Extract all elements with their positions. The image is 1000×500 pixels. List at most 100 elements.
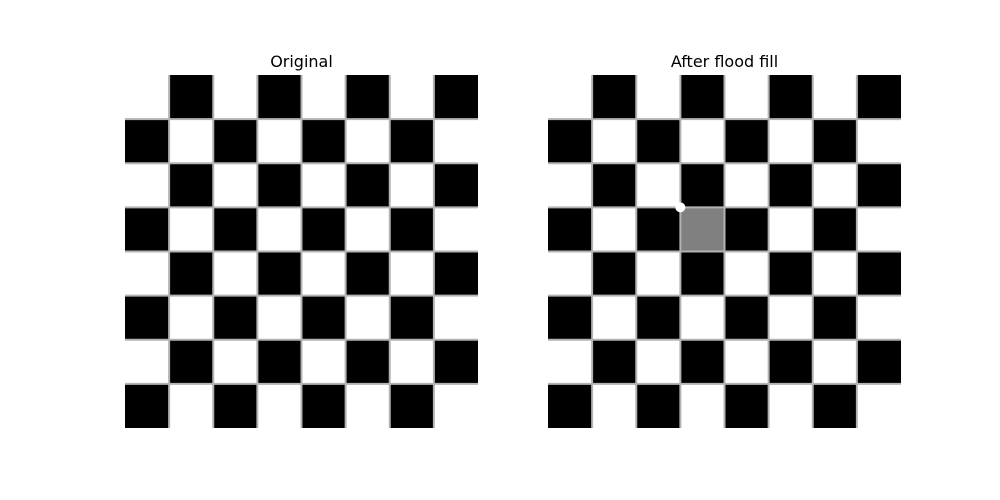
dark-cell <box>433 163 478 208</box>
light-cell <box>389 251 434 296</box>
dark-cell <box>856 163 901 208</box>
light-cell <box>301 251 346 296</box>
light-cell <box>169 207 214 252</box>
dark-cell <box>125 383 170 428</box>
dark-cell <box>636 295 681 340</box>
dark-cell <box>389 119 434 164</box>
dark-cell <box>345 163 390 208</box>
light-cell <box>125 75 170 120</box>
dark-cell <box>548 207 593 252</box>
light-cell <box>856 383 901 428</box>
light-cell <box>169 119 214 164</box>
light-cell <box>345 383 390 428</box>
light-cell <box>345 207 390 252</box>
light-cell <box>213 251 258 296</box>
light-cell <box>257 207 302 252</box>
light-cell <box>548 251 593 296</box>
dark-cell <box>389 295 434 340</box>
dark-cell <box>257 75 302 120</box>
dark-cell <box>169 163 214 208</box>
dark-cell <box>169 339 214 384</box>
dark-cell <box>856 75 901 120</box>
light-cell <box>812 339 857 384</box>
light-cell <box>125 163 170 208</box>
light-cell <box>169 383 214 428</box>
dark-cell <box>812 295 857 340</box>
light-cell <box>257 119 302 164</box>
light-cell <box>592 383 637 428</box>
light-cell <box>345 119 390 164</box>
light-cell <box>724 163 769 208</box>
light-cell <box>856 207 901 252</box>
filled-checkerboard <box>548 75 901 428</box>
light-cell <box>433 383 478 428</box>
dark-cell <box>724 207 769 252</box>
light-cell <box>768 207 813 252</box>
light-cell <box>125 339 170 384</box>
light-cell <box>301 339 346 384</box>
light-cell <box>125 251 170 296</box>
light-cell <box>301 75 346 120</box>
dark-cell <box>548 295 593 340</box>
dark-cell <box>257 163 302 208</box>
light-cell <box>257 383 302 428</box>
dark-cell <box>636 383 681 428</box>
light-cell <box>856 119 901 164</box>
dark-cell <box>301 295 346 340</box>
light-cell <box>213 75 258 120</box>
dark-cell <box>213 383 258 428</box>
light-cell <box>433 295 478 340</box>
dark-cell <box>169 75 214 120</box>
dark-cell <box>301 207 346 252</box>
dark-cell <box>389 383 434 428</box>
dark-cell <box>213 295 258 340</box>
light-cell <box>213 163 258 208</box>
light-cell <box>768 119 813 164</box>
dark-cell <box>768 251 813 296</box>
light-cell <box>433 207 478 252</box>
dark-cell <box>724 295 769 340</box>
light-cell <box>548 75 593 120</box>
light-cell <box>636 251 681 296</box>
dark-cell <box>636 119 681 164</box>
light-cell <box>724 339 769 384</box>
dark-cell <box>724 383 769 428</box>
dark-cell <box>592 75 637 120</box>
dark-cell <box>768 339 813 384</box>
light-cell <box>636 75 681 120</box>
light-cell <box>680 295 725 340</box>
dark-cell <box>768 75 813 120</box>
light-cell <box>636 339 681 384</box>
light-cell <box>169 295 214 340</box>
dark-cell <box>548 119 593 164</box>
dark-cell <box>433 339 478 384</box>
dark-cell <box>680 339 725 384</box>
light-cell <box>389 339 434 384</box>
dark-cell <box>389 207 434 252</box>
light-cell <box>213 339 258 384</box>
dark-cell <box>768 163 813 208</box>
dark-cell <box>345 251 390 296</box>
dark-cell <box>812 119 857 164</box>
light-cell <box>548 163 593 208</box>
light-cell <box>592 207 637 252</box>
dark-cell <box>592 163 637 208</box>
dark-cell <box>856 339 901 384</box>
dark-cell <box>812 207 857 252</box>
dark-cell <box>345 75 390 120</box>
dark-cell <box>680 251 725 296</box>
dark-cell <box>680 75 725 120</box>
light-cell <box>345 295 390 340</box>
dark-cell <box>724 119 769 164</box>
dark-cell <box>169 251 214 296</box>
light-cell <box>592 295 637 340</box>
dark-cell <box>548 383 593 428</box>
dark-cell <box>125 119 170 164</box>
dark-cell <box>856 251 901 296</box>
dark-cell <box>636 207 681 252</box>
light-cell <box>724 75 769 120</box>
light-cell <box>768 383 813 428</box>
dark-cell <box>257 251 302 296</box>
light-cell <box>680 383 725 428</box>
dark-cell <box>592 251 637 296</box>
